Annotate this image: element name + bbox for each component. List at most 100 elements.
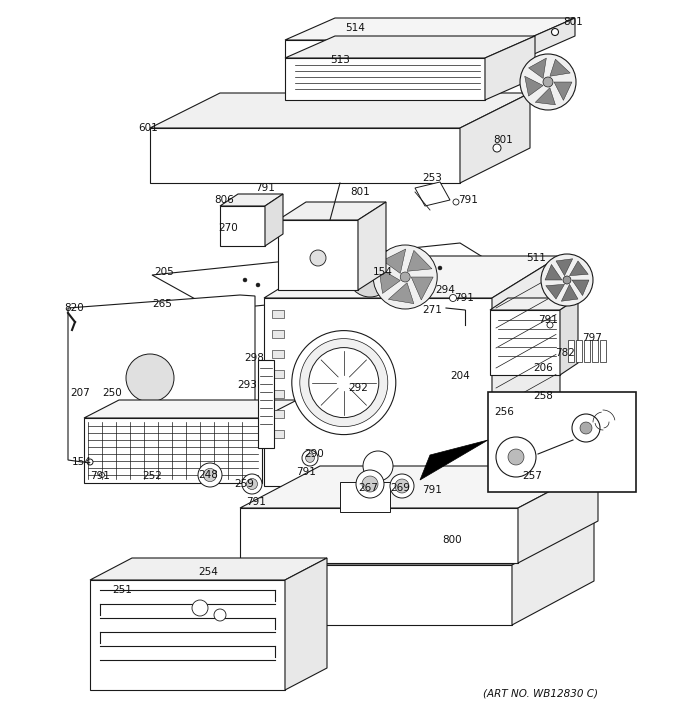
Circle shape	[373, 245, 437, 309]
Circle shape	[192, 600, 208, 616]
Text: 791: 791	[538, 315, 558, 325]
Polygon shape	[407, 250, 432, 271]
Polygon shape	[545, 265, 562, 280]
Polygon shape	[535, 88, 556, 105]
Circle shape	[363, 451, 393, 481]
Text: 207: 207	[70, 388, 90, 398]
Polygon shape	[278, 220, 358, 290]
Text: 806: 806	[214, 195, 234, 205]
Text: 782: 782	[555, 348, 575, 358]
Text: 797: 797	[582, 333, 602, 343]
Text: 204: 204	[450, 371, 470, 381]
Text: 250: 250	[102, 388, 122, 398]
Polygon shape	[388, 283, 414, 304]
Text: 206: 206	[533, 363, 553, 373]
Text: 791: 791	[90, 471, 110, 481]
Circle shape	[288, 276, 292, 280]
Circle shape	[309, 347, 379, 418]
Bar	[340, 482, 390, 512]
Circle shape	[243, 278, 247, 282]
Text: 205: 205	[154, 267, 174, 277]
Text: 267: 267	[358, 483, 378, 493]
Text: 801: 801	[493, 135, 513, 145]
Circle shape	[310, 250, 326, 266]
Text: 292: 292	[348, 383, 368, 393]
Polygon shape	[240, 508, 518, 563]
Polygon shape	[285, 40, 525, 58]
Polygon shape	[232, 521, 594, 565]
Bar	[272, 410, 284, 418]
Text: 248: 248	[198, 470, 218, 480]
Text: 791: 791	[255, 183, 275, 193]
Circle shape	[198, 463, 222, 487]
Text: 791: 791	[296, 467, 316, 477]
Circle shape	[563, 276, 571, 284]
Text: 791: 791	[246, 497, 266, 507]
Circle shape	[242, 474, 262, 494]
Polygon shape	[264, 298, 492, 486]
Polygon shape	[150, 93, 530, 128]
Polygon shape	[572, 280, 589, 296]
Polygon shape	[90, 580, 285, 690]
Circle shape	[99, 473, 105, 478]
Polygon shape	[518, 466, 598, 563]
Bar	[272, 390, 284, 398]
Text: 290: 290	[304, 449, 324, 459]
Polygon shape	[220, 206, 265, 246]
Text: 270: 270	[218, 223, 238, 233]
Circle shape	[256, 283, 260, 287]
Polygon shape	[285, 36, 535, 58]
Text: 258: 258	[533, 391, 553, 401]
Text: 298: 298	[244, 353, 264, 363]
Text: 265: 265	[152, 299, 172, 309]
Text: 293: 293	[237, 380, 257, 390]
Bar	[272, 430, 284, 438]
Circle shape	[551, 28, 558, 36]
Polygon shape	[492, 256, 560, 486]
Circle shape	[390, 474, 414, 498]
Circle shape	[87, 459, 93, 465]
Text: 791: 791	[458, 195, 478, 205]
Circle shape	[356, 470, 384, 498]
Circle shape	[292, 331, 396, 434]
Polygon shape	[220, 194, 283, 206]
Polygon shape	[561, 284, 578, 302]
Polygon shape	[525, 76, 543, 96]
Text: 154: 154	[72, 457, 92, 467]
Bar	[592, 340, 598, 362]
Text: 820: 820	[64, 303, 84, 313]
Circle shape	[300, 339, 388, 426]
Circle shape	[302, 450, 318, 466]
Polygon shape	[285, 558, 327, 690]
Text: 259: 259	[234, 479, 254, 489]
Text: 791: 791	[454, 293, 474, 303]
Polygon shape	[525, 18, 575, 58]
Text: 254: 254	[198, 567, 218, 577]
Text: 154: 154	[373, 267, 393, 277]
Polygon shape	[528, 58, 546, 78]
Circle shape	[438, 266, 442, 270]
Polygon shape	[264, 256, 560, 298]
Bar	[258, 360, 274, 448]
Circle shape	[493, 144, 501, 152]
Text: 513: 513	[330, 55, 350, 65]
Polygon shape	[490, 310, 560, 375]
Polygon shape	[420, 440, 488, 480]
Circle shape	[547, 322, 553, 328]
Polygon shape	[560, 298, 578, 375]
Text: 256: 256	[494, 407, 514, 417]
Bar	[272, 370, 284, 378]
Circle shape	[541, 254, 593, 306]
Polygon shape	[285, 58, 485, 100]
Text: 514: 514	[345, 23, 365, 33]
Polygon shape	[546, 284, 564, 299]
Circle shape	[508, 449, 524, 465]
Circle shape	[348, 253, 392, 297]
Circle shape	[305, 454, 314, 463]
Circle shape	[453, 199, 459, 205]
Circle shape	[580, 422, 592, 434]
Text: 257: 257	[522, 471, 542, 481]
Polygon shape	[265, 194, 283, 246]
Bar	[584, 340, 590, 362]
Circle shape	[449, 294, 456, 302]
